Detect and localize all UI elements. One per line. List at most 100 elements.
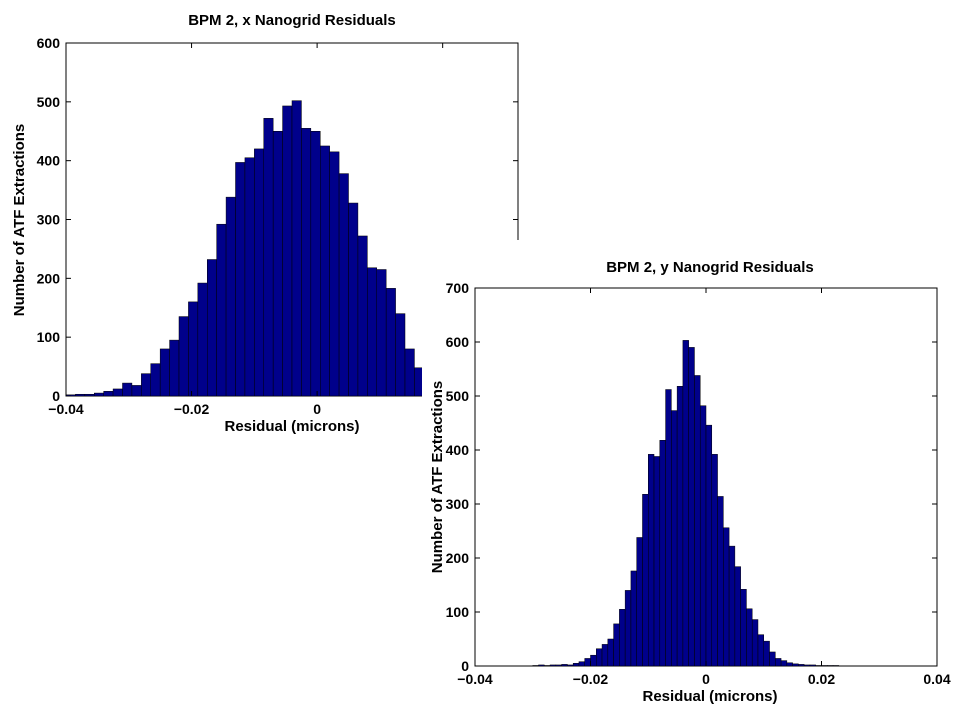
histogram-bar	[235, 162, 246, 397]
histogram-bar	[659, 440, 666, 667]
y-tick-label: 700	[446, 280, 470, 296]
histogram-bar	[821, 665, 828, 667]
histogram-bar	[705, 424, 713, 667]
histogram-bar	[746, 608, 753, 667]
histogram-bar	[607, 638, 614, 667]
histogram-bar	[320, 145, 330, 397]
y-tick-label: 300	[446, 496, 470, 512]
histogram-y: BPM 2, y Nanogrid Residuals Residual (mi…	[429, 259, 951, 705]
y-tick-label: 500	[446, 388, 470, 404]
histogram-bar	[601, 644, 609, 667]
histogram-bar	[723, 527, 730, 667]
histogram-bar	[395, 313, 406, 397]
histogram-bar	[301, 128, 312, 397]
bars	[532, 340, 840, 667]
histogram-bar	[619, 609, 626, 667]
histogram-bar	[584, 658, 591, 667]
histogram-bar	[688, 347, 695, 667]
histogram-bar	[254, 148, 265, 397]
histogram-bar	[682, 340, 689, 667]
histogram-bar	[94, 392, 104, 397]
histogram-bar	[694, 375, 701, 667]
histogram-bar	[780, 660, 788, 667]
histogram-bar	[244, 157, 255, 397]
histogram-bar	[613, 623, 620, 667]
histogram-bar	[376, 269, 387, 397]
histogram-bar	[792, 663, 799, 667]
x-tick-label: −0.04	[457, 671, 493, 687]
histogram-bar	[809, 664, 816, 667]
histogram-bar	[150, 363, 161, 397]
y-tick-label: 100	[446, 604, 470, 620]
histogram-bar	[348, 202, 359, 397]
histogram-bar	[827, 665, 834, 667]
y-tick-label: 200	[37, 270, 61, 286]
histogram-bar	[751, 619, 759, 667]
histogram-bar	[561, 664, 568, 667]
histogram-bar	[578, 661, 585, 667]
y-tick-label: 600	[37, 35, 61, 51]
histogram-bar	[159, 348, 170, 397]
histogram-bar	[272, 131, 283, 397]
histogram-bar	[717, 496, 724, 667]
histogram-bar	[624, 590, 632, 667]
histogram-bar	[653, 456, 661, 667]
histogram-bar	[596, 648, 603, 667]
histogram-bar	[532, 665, 539, 667]
histogram-bar	[75, 393, 86, 397]
histogram-bar	[642, 494, 649, 667]
histogram-bar	[282, 105, 293, 397]
histogram-bar	[699, 405, 707, 667]
x-tick-label: −0.02	[174, 401, 210, 417]
x-axis-label: Residual (microns)	[224, 418, 359, 435]
histogram-bar	[549, 664, 557, 667]
x-tick-label: −0.02	[573, 671, 609, 687]
histogram-bar	[225, 196, 236, 397]
x-tick-label: −0.04	[48, 401, 84, 417]
y-tick-label: 500	[37, 94, 61, 110]
histogram-bar	[648, 454, 655, 667]
histogram-bar	[131, 385, 142, 397]
histogram-bar	[404, 348, 415, 397]
chart-title: BPM 2, x Nanogrid Residuals	[188, 12, 396, 29]
histogram-bar	[188, 301, 199, 397]
histogram-bar	[769, 651, 776, 667]
y-tick-label: 600	[446, 334, 470, 350]
histogram-bar	[786, 662, 793, 667]
histogram-bar	[357, 235, 368, 397]
histogram-x: BPM 2, x Nanogrid Residuals Residual (mi…	[11, 12, 519, 435]
histogram-bar	[178, 316, 189, 397]
histogram-bar	[775, 658, 782, 667]
histogram-bar	[544, 665, 551, 667]
chart-title: BPM 2, y Nanogrid Residuals	[606, 259, 814, 276]
histogram-bar	[803, 664, 811, 667]
histogram-bar	[798, 664, 805, 667]
histogram-bar	[141, 373, 152, 397]
histogram-bar	[291, 100, 302, 397]
x-tick-label: 0.04	[923, 671, 950, 687]
histogram-bar	[676, 386, 684, 667]
x-tick-label: 0	[313, 401, 321, 417]
histogram-bar	[815, 665, 822, 667]
y-axis-label: Number of ATF Extractions	[11, 124, 28, 317]
y-tick-label: 200	[446, 550, 470, 566]
histogram-bar	[734, 566, 741, 667]
histogram-bar	[567, 664, 574, 667]
x-tick-label: 0.02	[808, 671, 835, 687]
histogram-bar	[711, 454, 718, 667]
histogram-bar	[338, 173, 349, 397]
y-tick-label: 400	[446, 442, 470, 458]
histogram-bar	[763, 640, 770, 667]
histogram-bar	[572, 663, 580, 667]
y-tick-label: 400	[37, 153, 61, 169]
histogram-bar	[122, 382, 133, 397]
histogram-bar	[329, 151, 340, 397]
histogram-bar	[740, 589, 747, 667]
histogram-bar	[555, 664, 562, 667]
histogram-bar	[665, 389, 672, 667]
histogram-bar	[630, 570, 637, 667]
histogram-bar	[310, 131, 321, 397]
x-axis-label: Residual (microns)	[642, 688, 777, 705]
histogram-bar	[832, 665, 840, 667]
